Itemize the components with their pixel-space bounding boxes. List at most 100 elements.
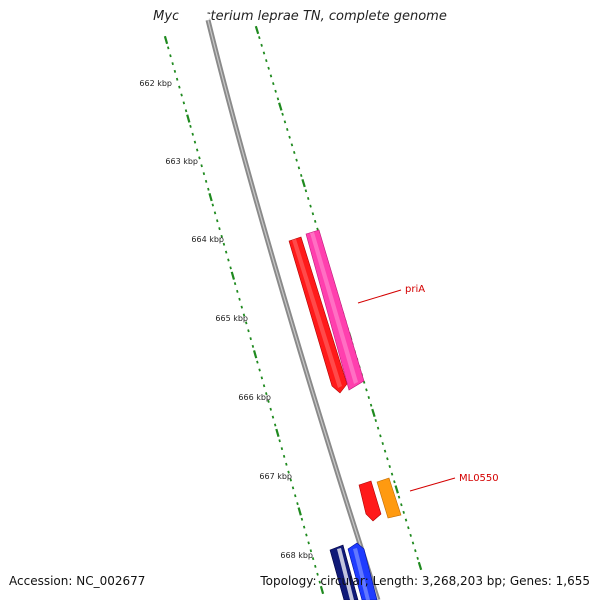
minor-tick <box>287 470 290 474</box>
genome-title: Mycobacterium leprae TN, complete genome <box>153 9 447 24</box>
minor-tick <box>407 526 410 530</box>
minor-tick <box>302 525 306 529</box>
minor-tick <box>184 109 188 113</box>
minor-tick <box>167 46 170 50</box>
gene-ml0550[interactable] <box>376 477 402 519</box>
minor-tick <box>258 368 261 372</box>
minor-tick <box>227 258 230 262</box>
minor-tick <box>216 219 219 223</box>
minor-tick <box>367 396 371 400</box>
accession-text: Accession: NC_002677 <box>9 574 146 588</box>
minor-tick <box>313 219 317 223</box>
tick-label-663: 663 kbp <box>165 157 198 166</box>
minor-tick <box>374 419 377 423</box>
gene-red-short[interactable] <box>358 480 382 522</box>
minor-tick <box>318 580 321 584</box>
major-tick <box>252 350 258 359</box>
minor-tick <box>383 449 387 453</box>
minor-tick <box>280 447 284 451</box>
minor-tick <box>411 541 415 545</box>
major-tick <box>163 35 169 45</box>
minor-tick <box>180 93 183 97</box>
minor-tick <box>300 173 303 177</box>
minor-tick <box>285 462 288 466</box>
minor-tick <box>314 564 317 568</box>
minor-tick <box>414 549 417 553</box>
minor-tick <box>304 189 308 193</box>
minor-tick <box>276 97 280 101</box>
minor-tick <box>247 329 250 333</box>
minor-tick <box>265 59 268 63</box>
major-tick <box>278 102 283 111</box>
minor-tick <box>271 415 275 419</box>
minor-tick <box>278 439 281 443</box>
gene-label-ml0550[interactable]: ML0550 <box>459 473 499 484</box>
minor-tick <box>189 124 192 128</box>
gene-features <box>288 229 402 600</box>
minor-tick <box>262 51 266 55</box>
minor-tick <box>294 494 297 498</box>
minor-tick <box>213 211 217 215</box>
minor-tick <box>365 388 368 392</box>
minor-tick <box>222 242 226 246</box>
minor-tick <box>267 399 270 403</box>
major-tick <box>301 178 306 188</box>
minor-tick <box>416 556 419 560</box>
major-tick <box>319 585 325 595</box>
minor-tick <box>282 454 286 458</box>
tick-label-664: 664 kbp <box>191 235 224 244</box>
minor-tick <box>288 135 291 139</box>
minor-tick <box>236 289 239 293</box>
pria-leader-line <box>357 289 402 304</box>
minor-tick <box>283 120 287 124</box>
tick-label-668: 668 kbp <box>280 551 313 560</box>
minor-tick <box>274 89 277 93</box>
minor-tick <box>198 156 201 160</box>
minor-tick <box>311 557 315 561</box>
minor-tick <box>309 549 313 553</box>
tick-label-662: 662 kbp <box>139 79 172 88</box>
minor-tick <box>265 392 268 396</box>
minor-tick <box>390 472 394 476</box>
major-tick <box>394 485 399 494</box>
minor-tick <box>295 158 298 162</box>
minor-tick <box>388 464 391 468</box>
minor-tick <box>316 572 319 576</box>
minor-tick <box>229 266 232 270</box>
scale-labels: 662 kbp 663 kbp 664 kbp 665 kbp 666 kbp … <box>139 79 313 560</box>
gene-label-pria[interactable]: priA <box>405 284 425 295</box>
major-tick <box>371 408 376 418</box>
minor-tick <box>369 403 373 407</box>
major-tick <box>297 507 302 516</box>
minor-tick <box>258 36 261 40</box>
minor-tick <box>233 282 237 286</box>
genome-backbone-shine <box>207 19 379 600</box>
minor-tick <box>191 132 194 136</box>
minor-tick <box>171 62 174 66</box>
major-tick <box>186 114 191 123</box>
minor-tick <box>311 212 315 216</box>
minor-tick <box>305 533 308 537</box>
major-tick <box>230 271 236 280</box>
minor-tick <box>379 434 382 438</box>
minor-tick <box>273 423 277 427</box>
minor-tick <box>256 360 259 364</box>
minor-tick <box>409 533 412 537</box>
genome-summary-text: Topology: circular; Length: 3,268,203 bp… <box>260 574 590 588</box>
minor-tick <box>402 510 405 514</box>
minor-tick <box>242 313 246 317</box>
minor-tick <box>291 486 295 490</box>
minor-tick <box>272 82 275 86</box>
gene-blue-highlight <box>353 548 370 600</box>
tick-label-667: 667 kbp <box>259 472 292 481</box>
minor-tick <box>290 143 294 147</box>
left-scale-ticks <box>163 35 325 595</box>
minor-tick <box>195 148 199 152</box>
minor-tick <box>173 69 177 73</box>
minor-tick <box>249 337 252 341</box>
gene-red-long-highlight <box>292 239 342 388</box>
minor-tick <box>296 502 299 506</box>
minor-tick <box>211 203 215 207</box>
